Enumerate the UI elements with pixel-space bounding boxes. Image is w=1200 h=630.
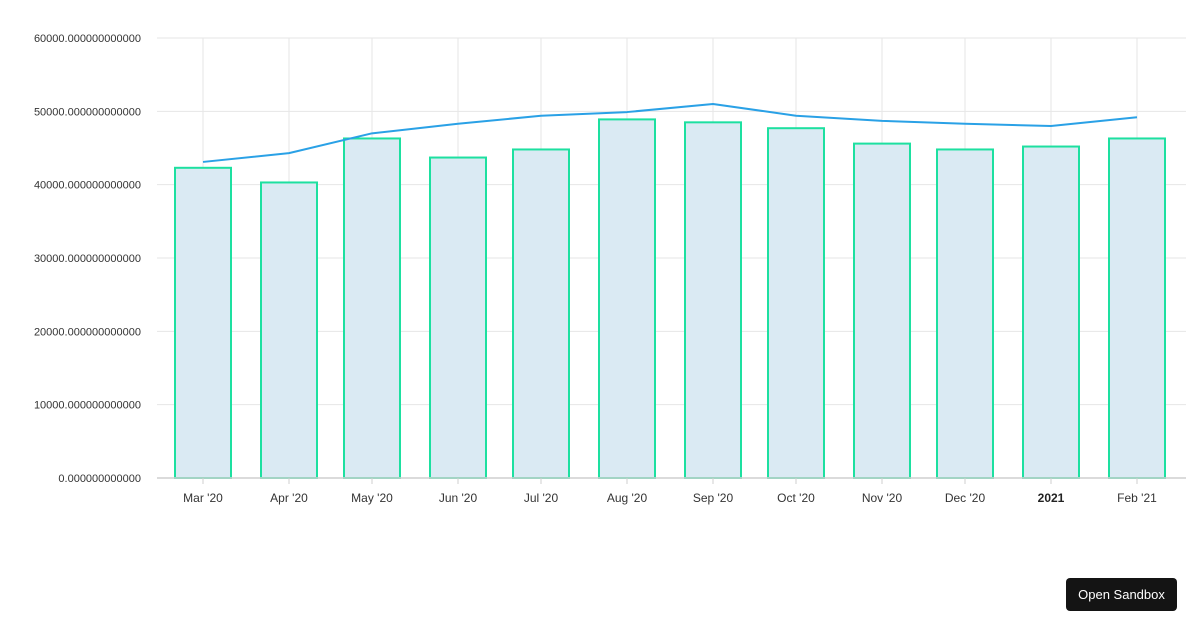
open-sandbox-button[interactable]: Open Sandbox bbox=[1066, 578, 1177, 611]
chart: 0.000000000000 10000.000000000000 20000.00… bbox=[34, 33, 1186, 505]
bar[interactable] bbox=[853, 142, 911, 479]
bar[interactable] bbox=[598, 118, 656, 480]
x-tick-label: Dec '20 bbox=[945, 491, 986, 505]
y-tick-label: 30000.000000000000 bbox=[34, 253, 141, 265]
x-axis: Mar '20 Apr '20 May '20 Jun '20 Jul '20 Aug '… bbox=[157, 477, 1186, 505]
x-tick-label: Oct '20 bbox=[777, 491, 815, 505]
x-tick-label: Feb '21 bbox=[1117, 491, 1157, 505]
series-line bbox=[202, 103, 1138, 163]
y-tick-label: 40000.000000000000 bbox=[34, 180, 141, 192]
y-tick-label: 10000.000000000000 bbox=[34, 400, 141, 412]
y-tick-label: 0.000000000000 bbox=[58, 473, 141, 485]
bar[interactable] bbox=[512, 148, 570, 479]
bar-series bbox=[174, 118, 1166, 480]
bar[interactable] bbox=[260, 181, 318, 479]
y-axis: 0.000000000000 10000.000000000000 20000.00… bbox=[34, 33, 141, 485]
x-tick-label: Nov '20 bbox=[862, 491, 903, 505]
bar[interactable] bbox=[1022, 145, 1080, 480]
y-tick-label: 60000.000000000000 bbox=[34, 33, 141, 45]
x-tick-label: Jul '20 bbox=[524, 491, 559, 505]
x-tick-label: Mar '20 bbox=[183, 491, 223, 505]
bar[interactable] bbox=[684, 121, 742, 479]
x-tick-label: Apr '20 bbox=[270, 491, 308, 505]
bar[interactable] bbox=[343, 137, 401, 479]
bar[interactable] bbox=[174, 166, 232, 480]
x-tick-label: 2021 bbox=[1038, 491, 1065, 505]
y-tick-label: 20000.000000000000 bbox=[34, 326, 141, 338]
bar[interactable] bbox=[936, 148, 994, 479]
bar[interactable] bbox=[429, 156, 487, 480]
bar[interactable] bbox=[1108, 137, 1166, 479]
bar[interactable] bbox=[767, 127, 825, 479]
x-tick-label: May '20 bbox=[351, 491, 393, 505]
line-series bbox=[202, 103, 1138, 163]
x-tick-label: Sep '20 bbox=[693, 491, 734, 505]
x-tick-label: Aug '20 bbox=[607, 491, 648, 505]
y-tick-label: 50000.000000000000 bbox=[34, 106, 141, 118]
x-tick-label: Jun '20 bbox=[439, 491, 478, 505]
